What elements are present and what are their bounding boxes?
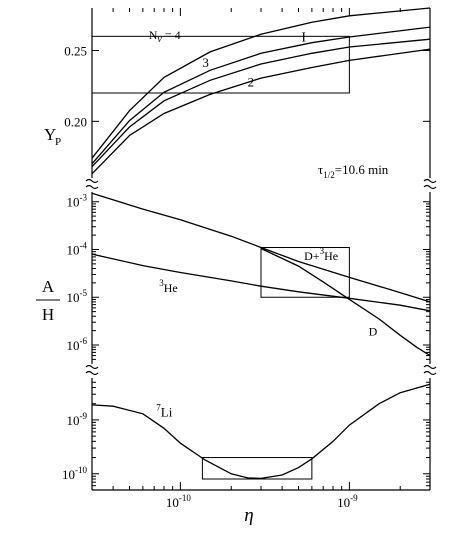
axis-break-right-upper [423, 178, 437, 190]
y-axis-label-yp: Y P [44, 125, 61, 148]
series-line-3 [91, 38, 431, 168]
constraint-box-dhe [260, 247, 350, 298]
series-line-i [91, 26, 431, 165]
panel-dhe: 10-3 10-4 10-5 10-6 D+3He D 3He [67, 192, 431, 360]
panel-yp: 0.20 0.25 Nν = 4 I 3 2 [64, 7, 431, 175]
y-tick-label-dhe-1: 10-4 [67, 240, 88, 257]
annotation-subscript: 1/2 [323, 170, 335, 180]
y-tick-label-yp-1: 0.25 [64, 44, 87, 59]
series-line-d-3he [91, 192, 431, 303]
series-line-n-4 [91, 7, 431, 159]
axis-break-left-lower [85, 364, 99, 376]
series-label-3: 3 [202, 55, 209, 70]
y-tick-label-dhe-2: 10-5 [67, 288, 88, 305]
y-tick-label-li-0: 10-9 [67, 411, 88, 428]
series-label-d: D [369, 324, 378, 338]
annotation-tau: τ [318, 162, 323, 177]
half-life-annotation: τ1/2=10.6 min [318, 162, 389, 180]
constraint-box-yp [91, 35, 350, 94]
series-line-3he [91, 253, 431, 312]
ah-label-denominator: H [42, 305, 54, 324]
series-label-2: 2 [248, 75, 255, 90]
x-tick-label-0: 10-10 [166, 493, 191, 510]
series-label-7li: 7Li [156, 403, 172, 420]
series-line-2 [91, 48, 431, 175]
y-tick-label-dhe-3: 10-6 [67, 336, 88, 353]
y-tick-label-yp-0: 0.20 [64, 114, 87, 129]
series-label-n-4: Nν = 4 [149, 28, 181, 45]
x-axis-label: η [244, 505, 253, 526]
series-label-3he: 3He [159, 278, 178, 295]
series-label-i: I [301, 30, 306, 45]
chart-panels: 0.20 0.25 Nν = 4 I 3 2 10-3 10-4 10-5 10-6 D+3He D 3… [62, 7, 431, 487]
x-tick-label-1: 10-9 [337, 493, 358, 510]
series-line-7li [91, 383, 431, 480]
y-tick-label-dhe-0: 10-3 [67, 193, 88, 210]
ah-label-numerator: A [42, 277, 55, 296]
y-axis-label-ah: A H [36, 277, 60, 324]
constraint-box-li [201, 457, 313, 480]
axis-break-right-lower [423, 364, 437, 376]
axis-break-left-upper [85, 178, 99, 190]
yp-label-main: Y [44, 125, 56, 144]
panel-li: 10-9 10-10 7Li [62, 381, 431, 487]
annotation-value: =10.6 min [335, 162, 389, 177]
series-line-d [260, 247, 431, 357]
series-label-d-3he: D+3He [304, 246, 338, 263]
yp-label-sub: P [55, 136, 61, 148]
y-tick-label-li-1: 10-10 [62, 465, 87, 482]
x-axis: 10-10 10-9 [112, 8, 401, 510]
